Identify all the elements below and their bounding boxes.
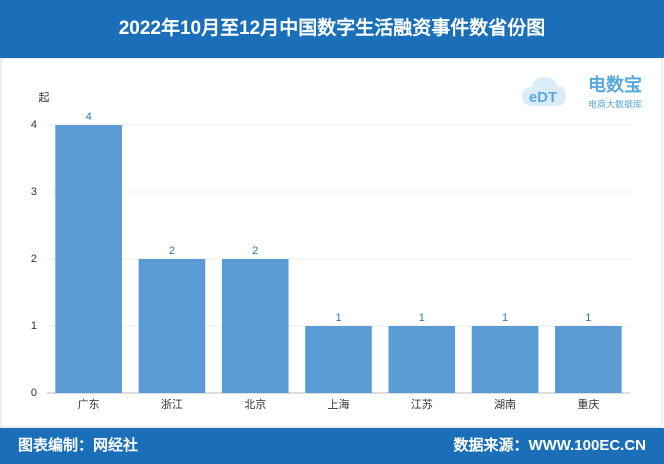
chart-frame <box>0 58 663 428</box>
value-label: 1 <box>502 312 508 324</box>
logo-name: 电数宝 <box>588 74 642 95</box>
header-bar <box>0 0 664 58</box>
logo-cloud <box>522 77 566 106</box>
value-label: 1 <box>419 312 425 324</box>
y-unit: 起 <box>39 91 50 104</box>
value-label: 1 <box>585 312 591 324</box>
x-tick-label: 重庆 <box>577 397 599 411</box>
value-label: 4 <box>86 111 92 123</box>
chart: eDT 电数宝 电商大数据库 起 0 1 2 3 4 广东 4 浙江 2 北京 2 上海 1 江苏 1 湖南 1… <box>0 58 663 428</box>
value-label: 2 <box>169 245 175 257</box>
y-tick-label: 0 <box>31 387 37 399</box>
y-tick-label: 4 <box>31 119 37 131</box>
bar <box>388 326 456 393</box>
bar <box>138 259 206 393</box>
bar <box>221 259 289 393</box>
y-tick-label: 2 <box>31 253 37 265</box>
logo-mark: eDT <box>529 89 557 106</box>
bar <box>471 326 539 393</box>
page-title: 2022年10月至12月中国数字生活融资事件数省份图 <box>118 18 546 39</box>
x-tick-label: 湖南 <box>494 398 516 411</box>
value-label: 2 <box>252 245 258 257</box>
x-tick-label: 北京 <box>244 397 266 411</box>
logo: eDT 电数宝 电商大数据库 <box>522 74 642 109</box>
y-tick-label: 3 <box>31 186 37 198</box>
x-tick-label: 浙江 <box>161 398 183 411</box>
bar <box>555 326 622 393</box>
footer-right: 数据来源：WWW.100EC.CN <box>453 437 646 454</box>
bar <box>305 326 372 393</box>
logo-tagline: 电商大数据库 <box>588 98 642 109</box>
footer-left: 图表编制：网经社 <box>18 437 139 454</box>
x-tick-label: 广东 <box>78 398 100 411</box>
x-tick-label: 上海 <box>328 397 350 411</box>
y-tick-label: 1 <box>31 320 37 332</box>
value-label: 1 <box>335 312 341 324</box>
footer-bar <box>0 428 664 464</box>
bar <box>55 125 122 393</box>
x-tick-label: 江苏 <box>411 398 433 411</box>
